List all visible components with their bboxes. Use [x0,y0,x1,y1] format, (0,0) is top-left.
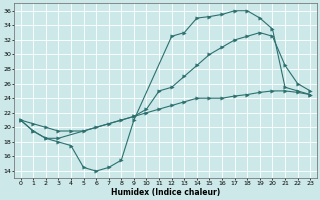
X-axis label: Humidex (Indice chaleur): Humidex (Indice chaleur) [111,188,220,197]
